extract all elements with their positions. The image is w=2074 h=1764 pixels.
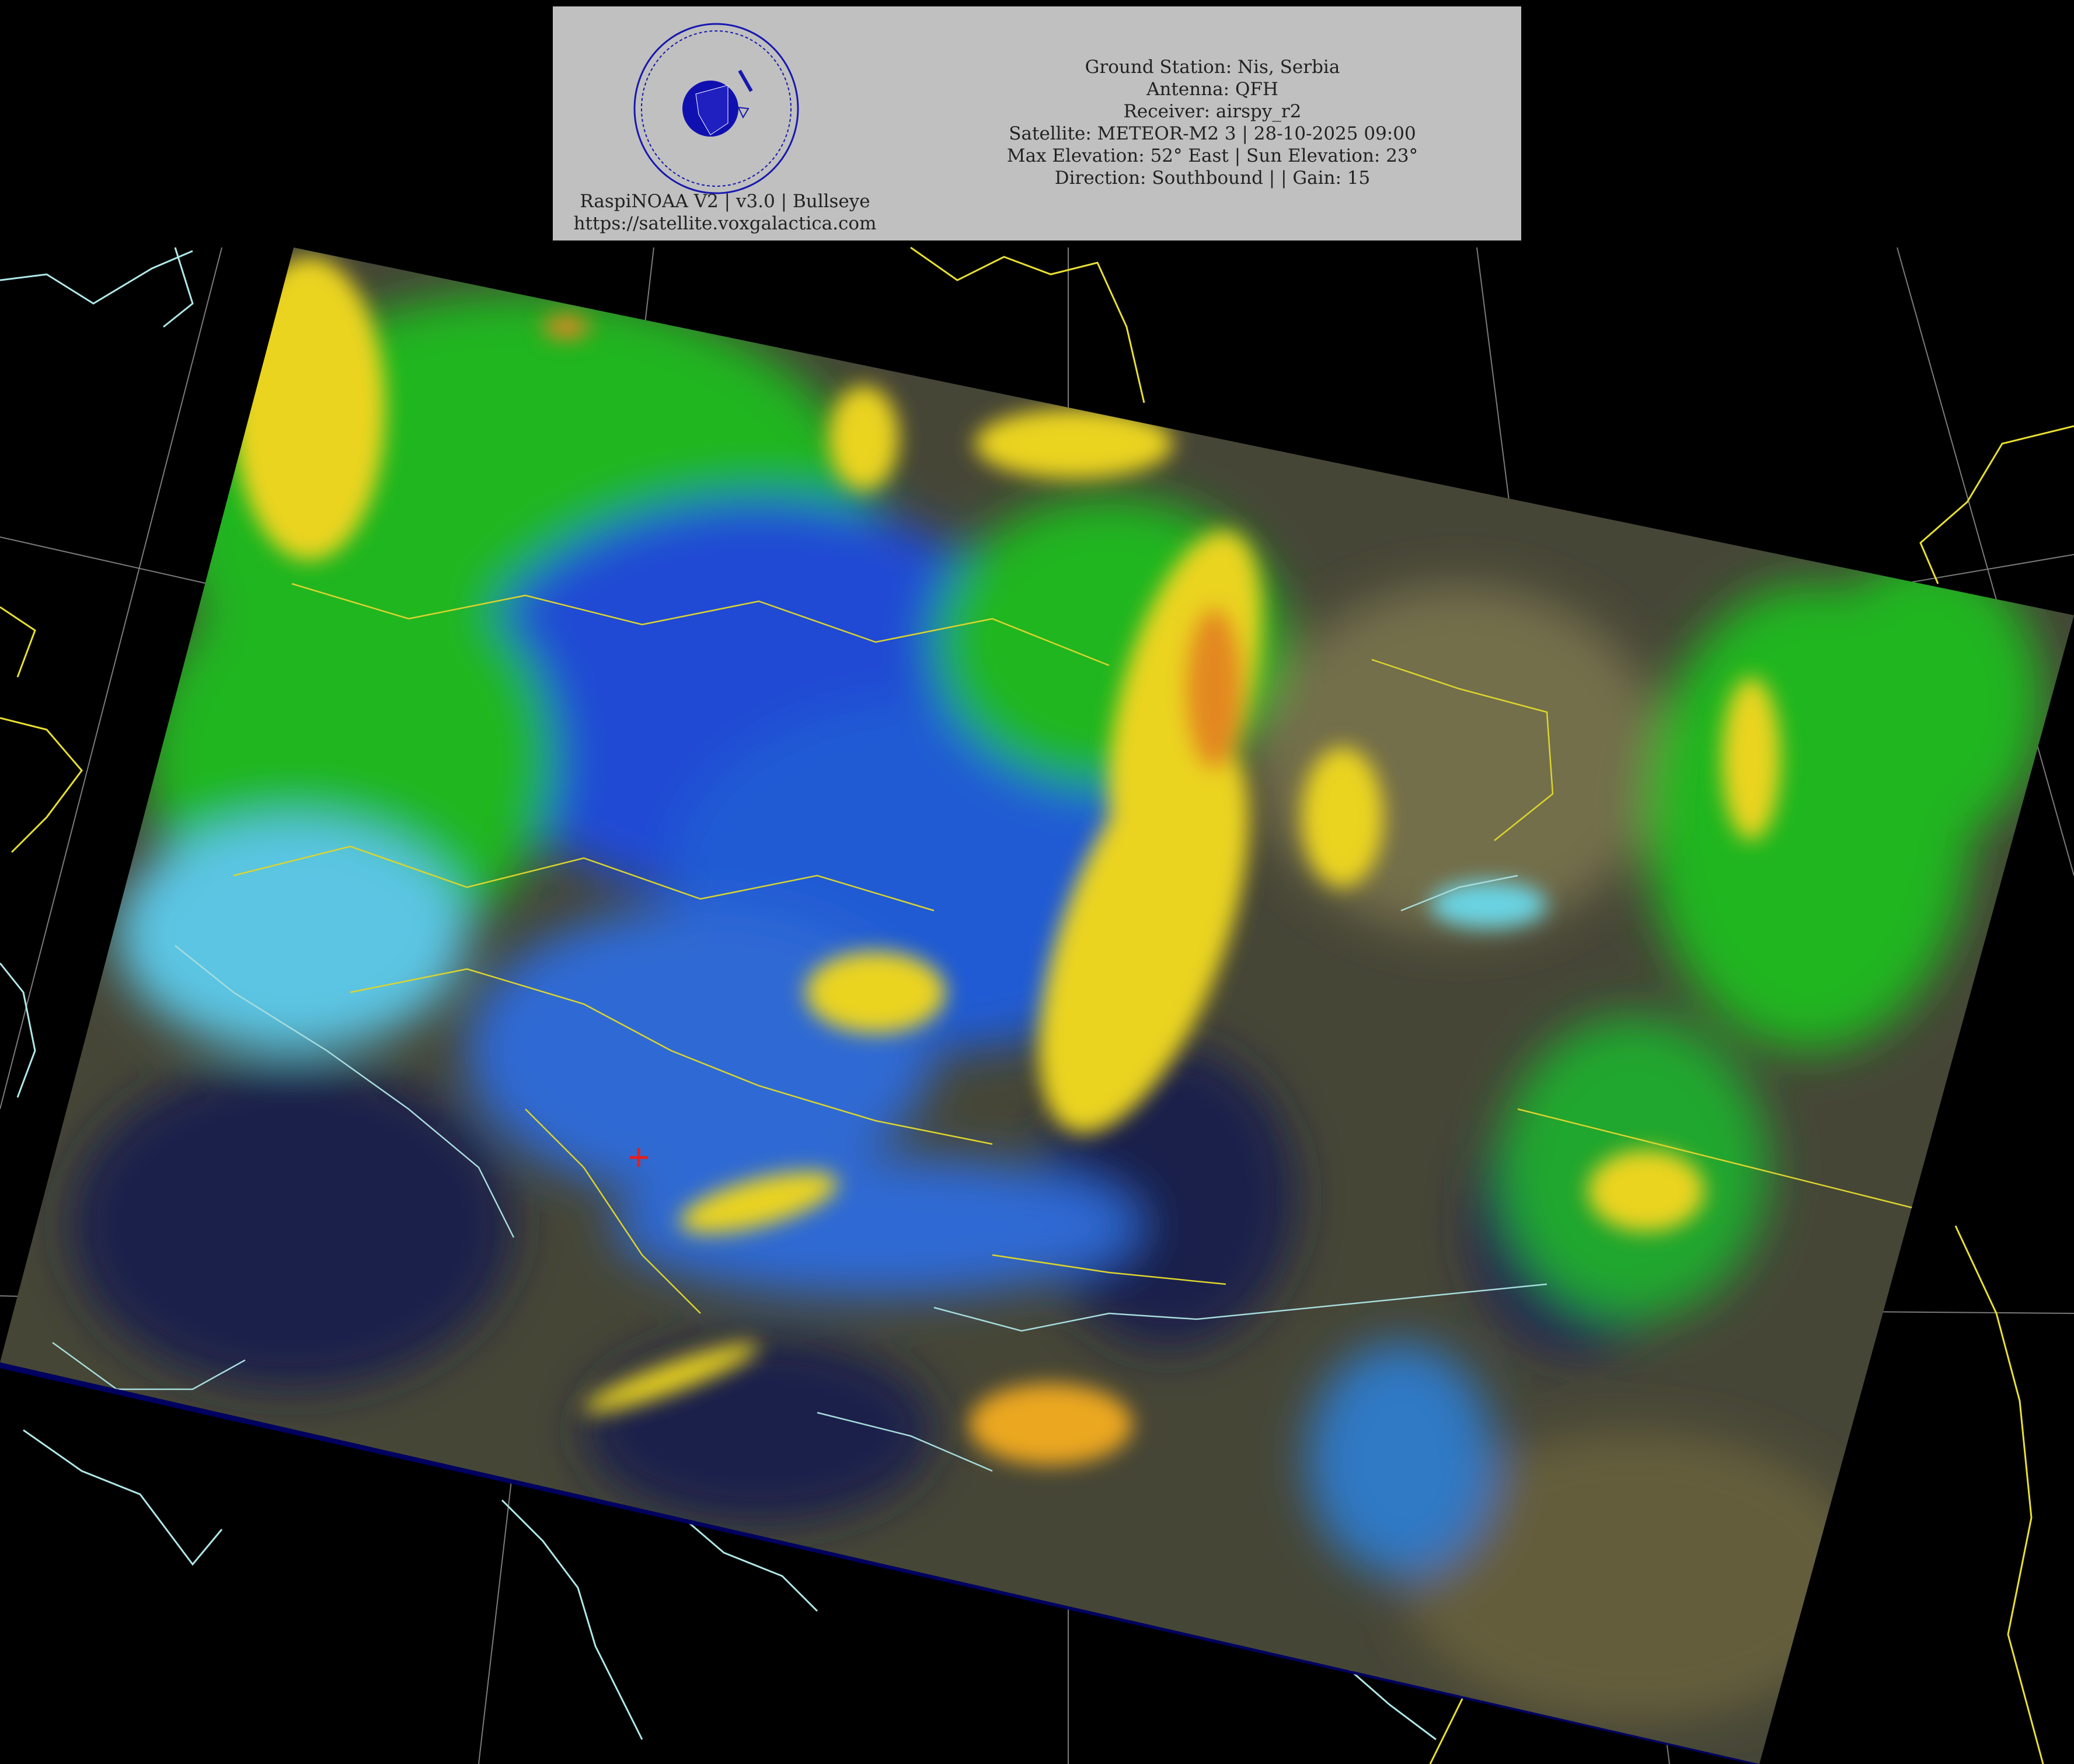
swath-coastlines: [52, 874, 1547, 1472]
software-version-text: RaspiNOAA V2 | v3.0 | Bullseye: [580, 191, 870, 212]
outside-borders: [0, 246, 2074, 1764]
satellite-text: Satellite: METEOR-M2 3 | 28-10-2025 09:0…: [1009, 123, 1416, 144]
receiver-text: Receiver: airspy_r2: [1123, 101, 1302, 122]
antenna-text: Antenna: QFH: [1146, 79, 1278, 100]
station-marker-red-cross-icon: [629, 1148, 648, 1167]
swath-borders: [233, 583, 1985, 1314]
voxgalactica-logo-seal: [633, 23, 799, 194]
pass-details: Ground Station: Nis, Serbia Antenna: QFH…: [950, 56, 1475, 189]
website-url-link[interactable]: https://satellite.voxgalactica.com: [573, 213, 877, 234]
ground-station-text: Ground Station: Nis, Serbia: [1085, 57, 1340, 78]
pass-info-panel: RaspiNOAA V2 | v3.0 | Bullseye https://s…: [553, 6, 1521, 240]
satellite-swath-image: [0, 247, 2074, 1764]
elevation-text: Max Elevation: 52° East | Sun Elevation:…: [1006, 145, 1418, 166]
direction-gain-text: Direction: Southbound | | Gain: 15: [1054, 168, 1371, 189]
